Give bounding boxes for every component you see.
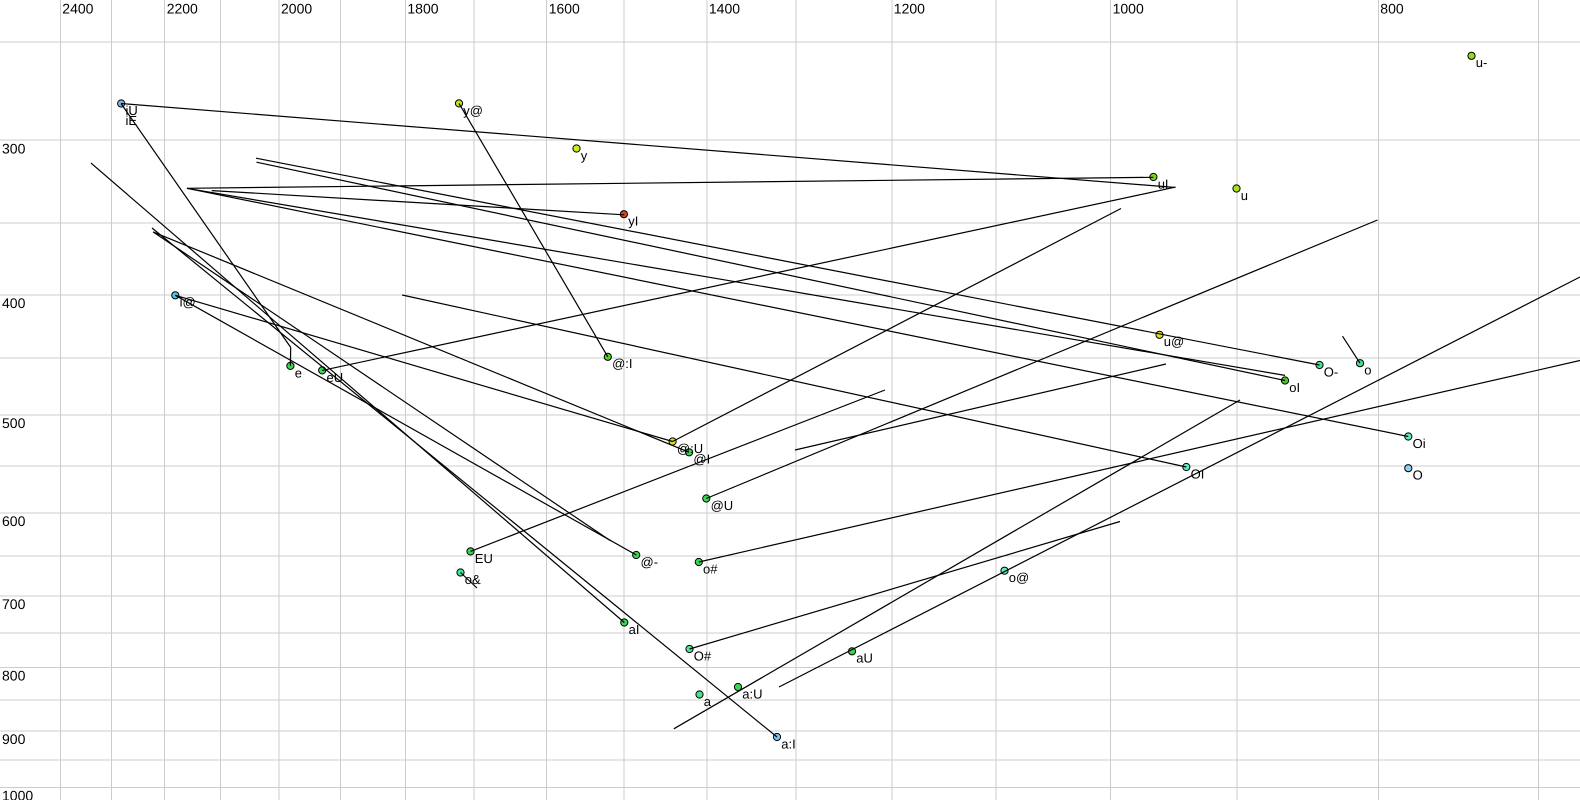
svg-text:1400: 1400 <box>709 1 740 17</box>
svg-text:y: y <box>581 148 588 163</box>
svg-text:500: 500 <box>2 415 26 431</box>
svg-text:2200: 2200 <box>167 1 198 17</box>
svg-text:a:I: a:I <box>781 736 795 751</box>
svg-text:i@: i@ <box>180 295 196 310</box>
svg-text:y@: y@ <box>463 103 483 118</box>
svg-text:O#: O# <box>694 648 712 663</box>
svg-text:oI: oI <box>1289 380 1300 395</box>
svg-text:iU: iU <box>126 103 138 118</box>
svg-text:EU: EU <box>475 551 493 566</box>
svg-text:O: O <box>1413 468 1423 483</box>
svg-text:Oi: Oi <box>1413 436 1426 451</box>
svg-text:400: 400 <box>2 295 26 311</box>
svg-text:@:I: @:I <box>612 356 632 371</box>
svg-text:2000: 2000 <box>281 1 312 17</box>
svg-text:uI: uI <box>1158 176 1169 191</box>
svg-text:aI: aI <box>629 622 640 637</box>
svg-text:aU: aU <box>856 651 873 666</box>
svg-text:o@: o@ <box>1009 570 1029 585</box>
svg-text:u@: u@ <box>1164 334 1184 349</box>
svg-text:iE: iE <box>126 113 138 128</box>
svg-text:eU: eU <box>327 370 344 385</box>
svg-text:a: a <box>704 694 712 709</box>
svg-text:800: 800 <box>2 668 26 684</box>
svg-text:1000: 1000 <box>1113 1 1144 17</box>
svg-text:o: o <box>1364 363 1371 378</box>
svg-text:u-: u- <box>1476 55 1488 70</box>
svg-text:o&: o& <box>465 572 481 587</box>
svg-text:o#: o# <box>703 561 718 576</box>
svg-text:@U: @U <box>711 498 734 513</box>
svg-text:u: u <box>1241 188 1248 203</box>
svg-text:O-: O- <box>1324 364 1338 379</box>
svg-text:OI: OI <box>1191 466 1205 481</box>
svg-text:1000: 1000 <box>2 788 33 800</box>
svg-text:800: 800 <box>1380 1 1404 17</box>
svg-text:2400: 2400 <box>62 1 93 17</box>
svg-text:1200: 1200 <box>894 1 925 17</box>
svg-text:600: 600 <box>2 513 26 529</box>
svg-text:@I: @I <box>693 452 710 467</box>
svg-text:1600: 1600 <box>549 1 580 17</box>
svg-text:700: 700 <box>2 596 26 612</box>
svg-text:yI: yI <box>628 214 638 229</box>
svg-text:300: 300 <box>2 140 26 156</box>
svg-text:e: e <box>295 365 302 380</box>
svg-text:@:U: @:U <box>677 441 703 456</box>
svg-text:900: 900 <box>2 731 26 747</box>
svg-text:a:U: a:U <box>742 686 762 701</box>
svg-text:1800: 1800 <box>407 1 438 17</box>
svg-text:@-: @- <box>641 554 659 569</box>
